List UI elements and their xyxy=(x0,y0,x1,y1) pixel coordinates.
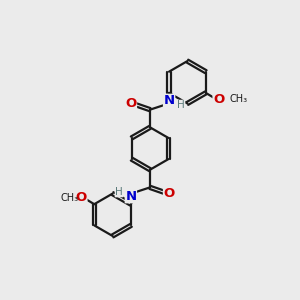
Text: O: O xyxy=(125,97,136,110)
Text: H: H xyxy=(115,187,123,197)
Text: CH₃: CH₃ xyxy=(230,94,248,104)
Text: H: H xyxy=(177,100,185,110)
Text: O: O xyxy=(213,93,224,106)
Text: CH₃: CH₃ xyxy=(60,193,78,203)
Text: O: O xyxy=(164,188,175,200)
Text: N: N xyxy=(164,94,175,107)
Text: N: N xyxy=(125,190,136,203)
Text: O: O xyxy=(76,191,87,204)
